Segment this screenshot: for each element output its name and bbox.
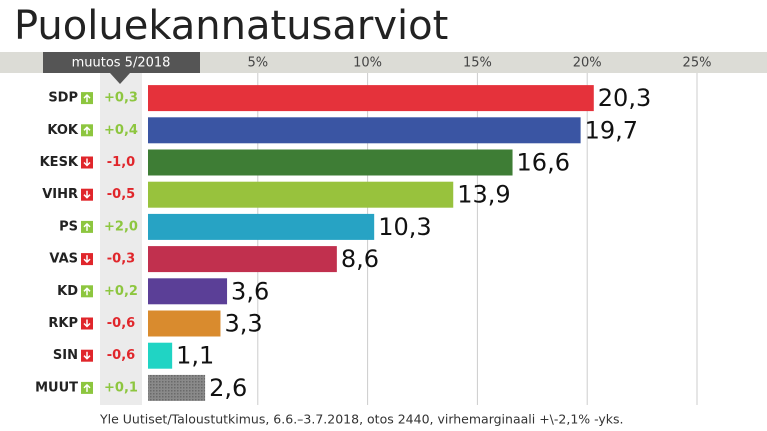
value-label: 19,7 bbox=[585, 116, 638, 144]
change-arrow bbox=[83, 126, 91, 135]
category-label: KOK bbox=[47, 123, 79, 138]
bar bbox=[148, 374, 206, 401]
value-label: 3,3 bbox=[224, 310, 262, 338]
chart-title: Puoluekannatusarviot bbox=[14, 3, 448, 49]
change-arrow bbox=[83, 158, 91, 167]
bar bbox=[148, 85, 594, 112]
change-label: +0,1 bbox=[104, 380, 138, 395]
change-arrow bbox=[83, 94, 91, 103]
value-label: 3,6 bbox=[231, 277, 269, 305]
change-column bbox=[100, 73, 142, 405]
bar bbox=[148, 246, 337, 273]
category-label: SIN bbox=[53, 348, 78, 363]
change-arrow bbox=[83, 351, 91, 360]
change-label: +0,2 bbox=[104, 284, 138, 299]
change-label: -0,6 bbox=[107, 348, 135, 363]
source: Yle Uutiset/Taloustutkimus, 6.6.–3.7.201… bbox=[99, 412, 624, 427]
category-label: KD bbox=[57, 284, 78, 299]
change-arrow bbox=[83, 255, 91, 264]
change-label: -0,5 bbox=[107, 187, 135, 202]
x-tick-label: 10% bbox=[353, 56, 382, 71]
value-label: 8,6 bbox=[341, 245, 379, 273]
value-label: 2,6 bbox=[209, 374, 247, 402]
value-label: 1,1 bbox=[176, 342, 214, 370]
change-label: +0,4 bbox=[104, 123, 138, 138]
change-arrow bbox=[83, 287, 91, 296]
bar bbox=[148, 213, 375, 240]
change-arrow bbox=[83, 222, 91, 231]
x-tick-label: 25% bbox=[683, 56, 712, 71]
bar bbox=[148, 181, 454, 208]
bar bbox=[148, 342, 173, 369]
category-label: RKP bbox=[48, 316, 78, 331]
category-label: KESK bbox=[40, 155, 79, 170]
bar bbox=[148, 278, 228, 305]
change-label: -0,3 bbox=[107, 252, 135, 267]
value-label: 20,3 bbox=[598, 84, 651, 112]
category-label: MUUT bbox=[35, 380, 78, 395]
value-label: 10,3 bbox=[378, 213, 431, 241]
bar bbox=[148, 117, 581, 144]
header-pointer bbox=[110, 73, 130, 84]
change-label: -0,6 bbox=[107, 316, 135, 331]
category-label: VAS bbox=[49, 252, 78, 267]
value-label: 13,9 bbox=[457, 181, 510, 209]
category-label: PS bbox=[59, 219, 78, 234]
change-title: muutos 5/2018 bbox=[72, 56, 171, 71]
change-label: +0,3 bbox=[104, 91, 138, 106]
change-arrow bbox=[83, 190, 91, 199]
bar bbox=[148, 149, 513, 176]
change-label: +2,0 bbox=[104, 219, 138, 234]
change-header bbox=[43, 52, 200, 73]
x-tick-label: 20% bbox=[573, 56, 602, 71]
change-arrow bbox=[83, 383, 91, 392]
change-label: -1,0 bbox=[107, 155, 135, 170]
x-tick-label: 5% bbox=[247, 56, 268, 71]
category-label: SDP bbox=[48, 91, 78, 106]
category-label: VIHR bbox=[42, 187, 78, 202]
bar bbox=[148, 310, 221, 337]
change-arrow bbox=[83, 319, 91, 328]
x-tick-label: 15% bbox=[463, 56, 492, 71]
value-label: 16,6 bbox=[517, 149, 570, 177]
